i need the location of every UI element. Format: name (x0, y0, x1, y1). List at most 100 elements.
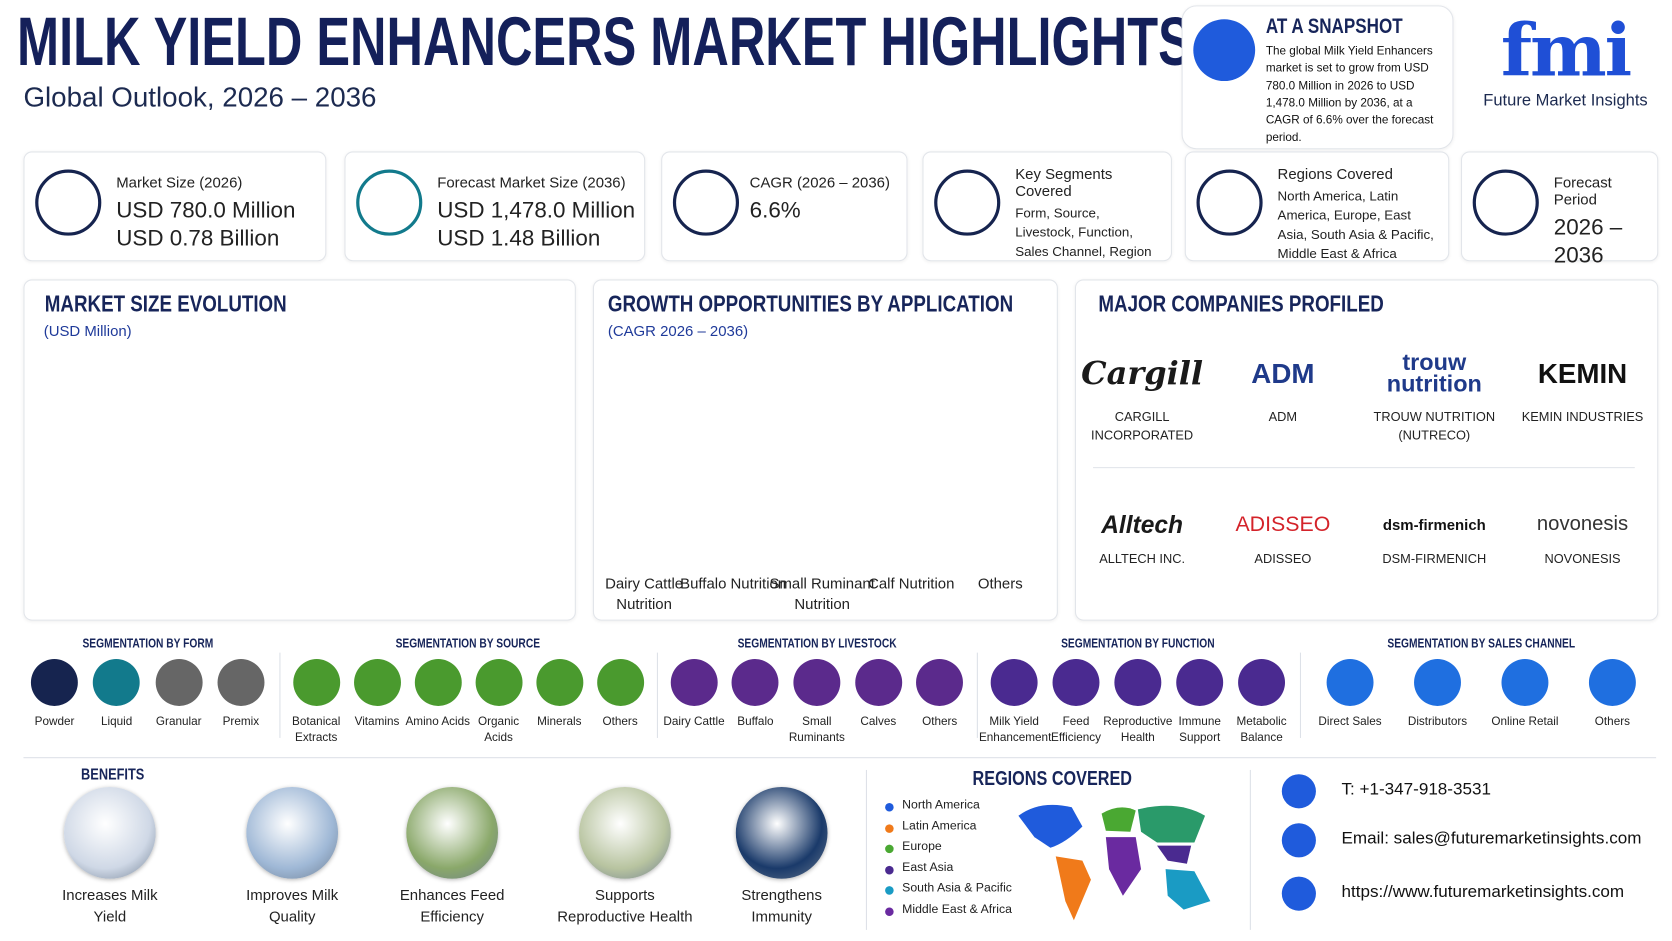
segment-icon (353, 659, 401, 706)
divider (865, 769, 867, 930)
page-subtitle: Global Outlook, 2026 – 2036 (23, 81, 377, 114)
kpi-card: Market Size (2026) USD 780.0 Million USD 0… (23, 151, 327, 262)
segment-label: Others (1594, 715, 1630, 729)
kpi-text: Forecast Market Size (2036) USD 1,478.0 M… (437, 174, 635, 253)
kpi-card: Key Segments Covered Form, Source, Livest… (922, 151, 1172, 262)
segment-icon (475, 659, 523, 706)
legend-label: South Asia & Pacific (902, 882, 1012, 896)
segment-title: SEGMENTATION BY FUNCTION (1061, 635, 1215, 651)
segment-label: Buffalo (737, 715, 774, 729)
segment-item: Online Retail (1490, 659, 1560, 730)
companies-panel (1074, 279, 1659, 621)
kpi-icon (35, 169, 102, 236)
legend-dot (885, 865, 894, 875)
segment-label: Liquid (100, 715, 133, 729)
segment-icon (414, 659, 462, 706)
x-tick-label: Calf Nutrition (868, 574, 955, 592)
benefit-label: Increases Milk Yield (62, 886, 158, 925)
page-title: MILK YIELD ENHANCERS MARKET HIGHLIGHTS (17, 3, 1192, 80)
company-logo: ADISSEO (1235, 512, 1331, 536)
segment-item: Direct Sales (1315, 659, 1385, 730)
segment-label: Online Retail (1491, 715, 1559, 729)
kpi-card: Forecast Period 2026 – 2036 (1460, 151, 1659, 268)
contact-text[interactable]: Email: sales@futuremarketinsights.com (1341, 829, 1642, 848)
company-name: ADM (1268, 409, 1298, 425)
divider (23, 757, 1657, 759)
segment-label: Direct Sales (1318, 715, 1382, 729)
chart-subtitle: (CAGR 2026 – 2036) (607, 322, 749, 340)
segment-title: SEGMENTATION BY LIVESTOCK (737, 635, 897, 651)
segment-item: Feed Efficiency (1041, 659, 1111, 746)
kpi-label: Market Size (2026) (116, 173, 243, 191)
fmi-logo: fmi Future Market Insights (1480, 11, 1651, 111)
kpi-value: USD 1,478.0 Million (437, 198, 636, 223)
legend-dot (885, 907, 894, 917)
divider (976, 652, 978, 738)
segment-icon (93, 659, 141, 706)
segment-label: Calves (860, 715, 897, 729)
segment-label: Minerals (537, 715, 582, 729)
segment-item: Buffalo (720, 659, 790, 730)
kpi-card: CAGR (2026 – 2036) 6.6% (661, 151, 908, 262)
kpi-icon (1472, 169, 1539, 236)
snapshot-title: AT A SNAPSHOT (1265, 14, 1403, 39)
segment-label: Others (602, 715, 638, 729)
x-tick-label: Small Ruminant Nutrition (769, 574, 875, 613)
segment-item: Milk Yield Enhancement (978, 659, 1052, 746)
segment-title: SEGMENTATION BY SOURCE (395, 635, 541, 651)
benefit-image (246, 787, 339, 879)
company-name: ALLTECH INC. (1099, 551, 1186, 567)
segment-item: Reproductive Health (1103, 659, 1173, 746)
segment-icon (217, 659, 265, 706)
segment-item: Dairy Cattle (659, 659, 729, 730)
company-name: TROUW NUTRITION (NUTRECO) (1373, 409, 1496, 443)
segment-icon (1501, 659, 1549, 706)
segment-label: Milk Yield Enhancement (978, 715, 1052, 745)
kpi-label: CAGR (2026 – 2036) (749, 173, 890, 191)
kpi-value: 2026 – 2036 (1553, 215, 1623, 268)
legend-dot (885, 844, 894, 854)
company-name: ADISSEO (1254, 551, 1312, 567)
segment-icon (670, 659, 718, 706)
logo-name: Future Market Insights (1483, 91, 1648, 110)
benefit-image (579, 787, 671, 879)
kpi-value: USD 780.0 Million (116, 198, 296, 223)
segment-label: Others (922, 715, 958, 729)
segment-icon (916, 659, 964, 706)
benefit-label: Improves Milk Quality (246, 886, 339, 925)
divider (1093, 467, 1635, 469)
regions-title: REGIONS COVERED (972, 767, 1132, 791)
kpi-text: CAGR (2026 – 2036) 6.6% (750, 174, 898, 225)
segment-item: Calves (843, 659, 913, 730)
segment-icon (854, 659, 902, 706)
kpi-icon (1196, 169, 1263, 236)
segment-label: Reproductive Health (1103, 715, 1173, 745)
segment-title: SEGMENTATION BY SALES CHANNEL (1387, 635, 1576, 651)
contact-text[interactable]: https://www.futuremarketinsights.com (1341, 882, 1625, 902)
divider (656, 652, 658, 738)
segment-item: Small Ruminants (782, 659, 852, 746)
segment-icon (1414, 659, 1461, 706)
segment-icon (1052, 659, 1100, 706)
segment-item: Liquid (81, 659, 151, 730)
kpi-text: Forecast Period 2026 – 2036 (1554, 174, 1649, 270)
segment-item: Metabolic Balance (1226, 659, 1296, 746)
kpi-text: Regions Covered North America, Latin Amer… (1278, 165, 1440, 263)
company-name: KEMIN INDUSTRIES (1521, 409, 1644, 425)
segment-label: Powder (34, 715, 75, 729)
divider (1299, 652, 1302, 738)
snapshot-text: The global Milk Yield Enhancers market i… (1265, 44, 1434, 145)
benefit-label: Strengthens Immunity (741, 886, 822, 925)
segment-label: Metabolic Balance (1236, 715, 1287, 745)
segment-item: Others (585, 659, 655, 730)
segment-icon (1176, 659, 1224, 706)
kpi-card: Forecast Market Size (2036) USD 1,478.0 M… (344, 151, 646, 262)
segment-label: Dairy Cattle (663, 715, 725, 729)
company-logo: KEMIN (1537, 356, 1628, 389)
legend-dot (885, 823, 894, 833)
company-logo: Cargill (1081, 354, 1204, 392)
segment-icon (990, 659, 1038, 706)
kpi-icon (672, 169, 740, 236)
segment-title-wrap: SEGMENTATION BY SALES CHANNEL (1306, 633, 1656, 652)
kpi-icon (356, 169, 423, 236)
